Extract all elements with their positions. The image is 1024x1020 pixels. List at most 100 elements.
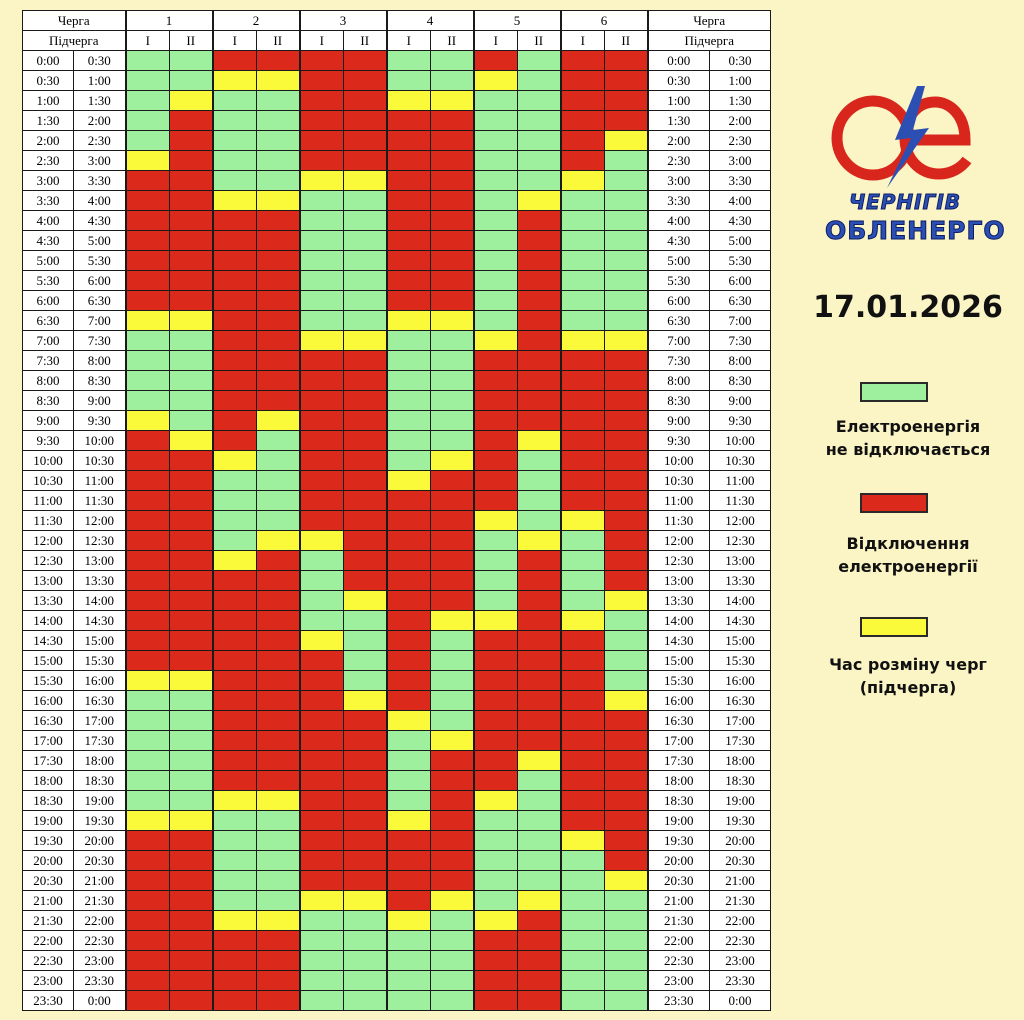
slot-q3-1-switch-time: [298, 330, 344, 351]
slot-q3-1-power-on: [298, 190, 344, 211]
time-from: 9:30: [22, 430, 74, 451]
slot-q5-2-power-on: [517, 770, 561, 791]
slot-q5-1-power-on: [472, 130, 518, 151]
slot-q2-1-power-on: [211, 890, 257, 911]
slot-q6-1-power-on: [559, 890, 605, 911]
slot-q6-2-power-off: [604, 850, 648, 871]
slot-q4-2-power-off: [430, 170, 474, 191]
slot-q2-1-power-on: [211, 510, 257, 531]
slot-q5-1-switch-time: [472, 510, 518, 531]
schedule-row: 3:30 4:00 3:30 4:00: [22, 190, 771, 211]
slot-q5-2-power-off: [517, 630, 561, 651]
slot-q1-2-power-on: [169, 350, 213, 371]
time-to: 15:00: [73, 630, 126, 651]
slot-q1-2-power-on: [169, 770, 213, 791]
schedule-row: 9:30 10:00 9:30 10:00: [22, 430, 771, 451]
slot-q1-2-power-off: [169, 550, 213, 571]
slot-q4-2-power-off: [430, 190, 474, 211]
time-from: 16:00: [22, 690, 74, 711]
slot-q5-2-power-on: [517, 50, 561, 71]
slot-q4-1-power-on: [385, 930, 431, 951]
slot-q4-2-power-on: [430, 710, 474, 731]
time-to-right: 18:30: [709, 770, 771, 791]
time-to-right: 16:00: [709, 670, 771, 691]
slot-q3-2-power-on: [343, 670, 387, 691]
slot-q6-2-power-off: [604, 510, 648, 531]
time-to-right: 0:30: [709, 50, 771, 71]
slot-q3-2-power-off: [343, 350, 387, 371]
slot-q2-2-switch-time: [256, 790, 300, 811]
slot-q2-1-power-off: [211, 350, 257, 371]
oe-emblem-icon: [831, 86, 972, 188]
slot-q2-2-power-on: [256, 490, 300, 511]
slot-q6-2-power-on: [604, 950, 648, 971]
slot-q2-2-power-off: [256, 210, 300, 231]
slot-q1-2-power-off: [169, 130, 213, 151]
queue-3-header: 3: [298, 10, 387, 31]
slot-q4-2-power-on: [430, 430, 474, 451]
time-to-right: 7:00: [709, 310, 771, 331]
slot-q5-2-power-off: [517, 330, 561, 351]
slot-q1-1-power-off: [124, 970, 170, 991]
slot-q3-1-power-off: [298, 410, 344, 431]
slot-q1-2-power-on: [169, 50, 213, 71]
time-to-right: 23:00: [709, 950, 771, 971]
slot-q5-2-power-off: [517, 570, 561, 591]
slot-q2-1-power-on: [211, 530, 257, 551]
time-from: 22:00: [22, 930, 74, 951]
slot-q2-2-switch-time: [256, 70, 300, 91]
slot-q6-2-power-off: [604, 390, 648, 411]
subqueue-6-1-header: I: [559, 30, 605, 51]
slot-q2-2-switch-time: [256, 530, 300, 551]
slot-q6-2-power-off: [604, 710, 648, 731]
slot-q4-2-power-off: [430, 570, 474, 591]
slot-q1-1-power-on: [124, 790, 170, 811]
outage-schedule-table: Черга 1 2 3 4 5 6 Черга Підчерга I II I II I II I II I II I…: [22, 10, 771, 1011]
legend-on-label: Електроенергія не відключається: [800, 415, 1016, 461]
slot-q5-2-power-on: [517, 810, 561, 831]
slot-q2-2-power-off: [256, 690, 300, 711]
schedule-row: 20:30 21:00 20:30 21:00: [22, 870, 771, 891]
time-from: 11:30: [22, 510, 74, 531]
slot-q1-1-power-off: [124, 910, 170, 931]
time-from: 10:30: [22, 470, 74, 491]
time-to-right: 1:30: [709, 90, 771, 111]
slot-q6-2-power-on: [604, 230, 648, 251]
slot-q6-1-power-off: [559, 730, 605, 751]
slot-q5-2-switch-time: [517, 190, 561, 211]
slot-q2-2-power-off: [256, 350, 300, 371]
slot-q4-2-power-off: [430, 270, 474, 291]
slot-q6-1-power-off: [559, 90, 605, 111]
time-from-right: 19:00: [646, 810, 710, 831]
slot-q6-1-power-off: [559, 490, 605, 511]
queue-header-right: Черга: [646, 10, 771, 31]
slot-q6-1-power-off: [559, 810, 605, 831]
slot-q1-1-power-off: [124, 610, 170, 631]
slot-q2-2-power-off: [256, 670, 300, 691]
time-to: 17:00: [73, 710, 126, 731]
time-to-right: 5:30: [709, 250, 771, 271]
slot-q4-1-power-off: [385, 530, 431, 551]
slot-q1-2-power-off: [169, 630, 213, 651]
slot-q3-1-power-off: [298, 450, 344, 471]
time-to: 3:30: [73, 170, 126, 191]
slot-q1-2-power-off: [169, 210, 213, 231]
slot-q2-1-power-on: [211, 150, 257, 171]
slot-q1-2-power-off: [169, 270, 213, 291]
time-from-right: 5:00: [646, 250, 710, 271]
time-from: 20:30: [22, 870, 74, 891]
slot-q5-1-power-off: [472, 410, 518, 431]
schedule-row: 16:00 16:30 16:00 16:30: [22, 690, 771, 711]
slot-q2-2-power-off: [256, 370, 300, 391]
time-from-right: 20:00: [646, 850, 710, 871]
time-from-right: 0:30: [646, 70, 710, 91]
slot-q5-2-power-off: [517, 270, 561, 291]
slot-q6-2-power-off: [604, 410, 648, 431]
slot-q1-2-power-off: [169, 890, 213, 911]
slot-q1-1-power-off: [124, 510, 170, 531]
time-from: 1:00: [22, 90, 74, 111]
schedule-row: 9:00 9:30 9:00 9:30: [22, 410, 771, 431]
schedule-row: 16:30 17:00 16:30 17:00: [22, 710, 771, 731]
slot-q4-1-power-on: [385, 990, 431, 1011]
slot-q5-1-power-on: [472, 210, 518, 231]
